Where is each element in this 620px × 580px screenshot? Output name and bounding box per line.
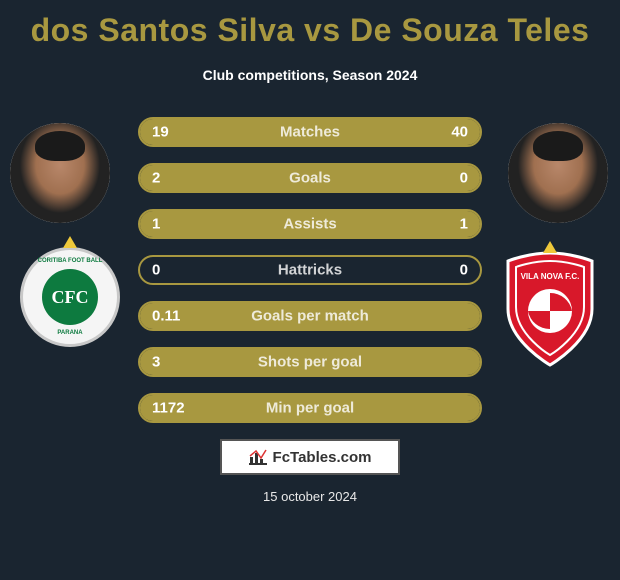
stat-label: Shots per goal bbox=[258, 354, 362, 371]
stat-value-right: 0 bbox=[460, 170, 468, 187]
stat-value-left: 1 bbox=[152, 216, 160, 233]
stat-value-left: 0.11 bbox=[152, 308, 180, 325]
comparison-panel: CORITIBA FOOT BALL CFC PARANA VILA NOVA … bbox=[0, 113, 620, 423]
club-left-badge: CORITIBA FOOT BALL CFC PARANA bbox=[20, 247, 120, 371]
stat-label: Matches bbox=[280, 124, 340, 141]
badge-ring-text-top: CORITIBA FOOT BALL bbox=[23, 258, 117, 264]
stat-label: Goals per match bbox=[251, 308, 369, 325]
player-right-avatar bbox=[508, 123, 608, 223]
stat-row: 2 Goals 0 bbox=[138, 163, 482, 193]
stat-value-left: 19 bbox=[152, 124, 169, 141]
chart-icon bbox=[249, 449, 267, 465]
face-placeholder-icon bbox=[508, 123, 608, 223]
stat-value-right: 0 bbox=[460, 262, 468, 279]
brand-text: FcTables.com bbox=[273, 449, 372, 466]
svg-text:VILA NOVA F.C.: VILA NOVA F.C. bbox=[521, 272, 580, 281]
stat-value-right: 40 bbox=[451, 124, 468, 141]
badge-ring-text-bottom: PARANA bbox=[23, 330, 117, 336]
stat-row: 0 Hattricks 0 bbox=[138, 255, 482, 285]
club-right-badge: VILA NOVA F.C. bbox=[500, 247, 600, 371]
stat-value-left: 2 bbox=[152, 170, 160, 187]
face-placeholder-icon bbox=[10, 123, 110, 223]
stat-row: 1 Assists 1 bbox=[138, 209, 482, 239]
date-text: 15 october 2024 bbox=[0, 489, 620, 504]
stat-row: 19 Matches 40 bbox=[138, 117, 482, 147]
stat-label: Assists bbox=[283, 216, 336, 233]
page-title: dos Santos Silva vs De Souza Teles bbox=[0, 0, 620, 49]
stat-value-right: 1 bbox=[460, 216, 468, 233]
brand-box[interactable]: FcTables.com bbox=[220, 439, 400, 475]
coritiba-badge-icon: CORITIBA FOOT BALL CFC PARANA bbox=[20, 247, 120, 347]
stat-row: 1172 Min per goal bbox=[138, 393, 482, 423]
subtitle: Club competitions, Season 2024 bbox=[0, 67, 620, 83]
stat-value-left: 3 bbox=[152, 354, 160, 371]
stats-list: 19 Matches 40 2 Goals 0 1 Assists 1 0 Hattricks 0 0.… bbox=[138, 113, 482, 423]
vilanova-badge-icon: VILA NOVA F.C. bbox=[500, 247, 600, 371]
stat-label: Min per goal bbox=[266, 400, 354, 417]
stat-value-left: 1172 bbox=[152, 400, 185, 417]
stat-value-left: 0 bbox=[152, 262, 160, 279]
player-left-avatar bbox=[10, 123, 110, 223]
stat-row: 3 Shots per goal bbox=[138, 347, 482, 377]
stat-label: Goals bbox=[289, 170, 331, 187]
stat-label: Hattricks bbox=[278, 262, 342, 279]
badge-abbr: CFC bbox=[52, 287, 89, 308]
stat-row: 0.11 Goals per match bbox=[138, 301, 482, 331]
